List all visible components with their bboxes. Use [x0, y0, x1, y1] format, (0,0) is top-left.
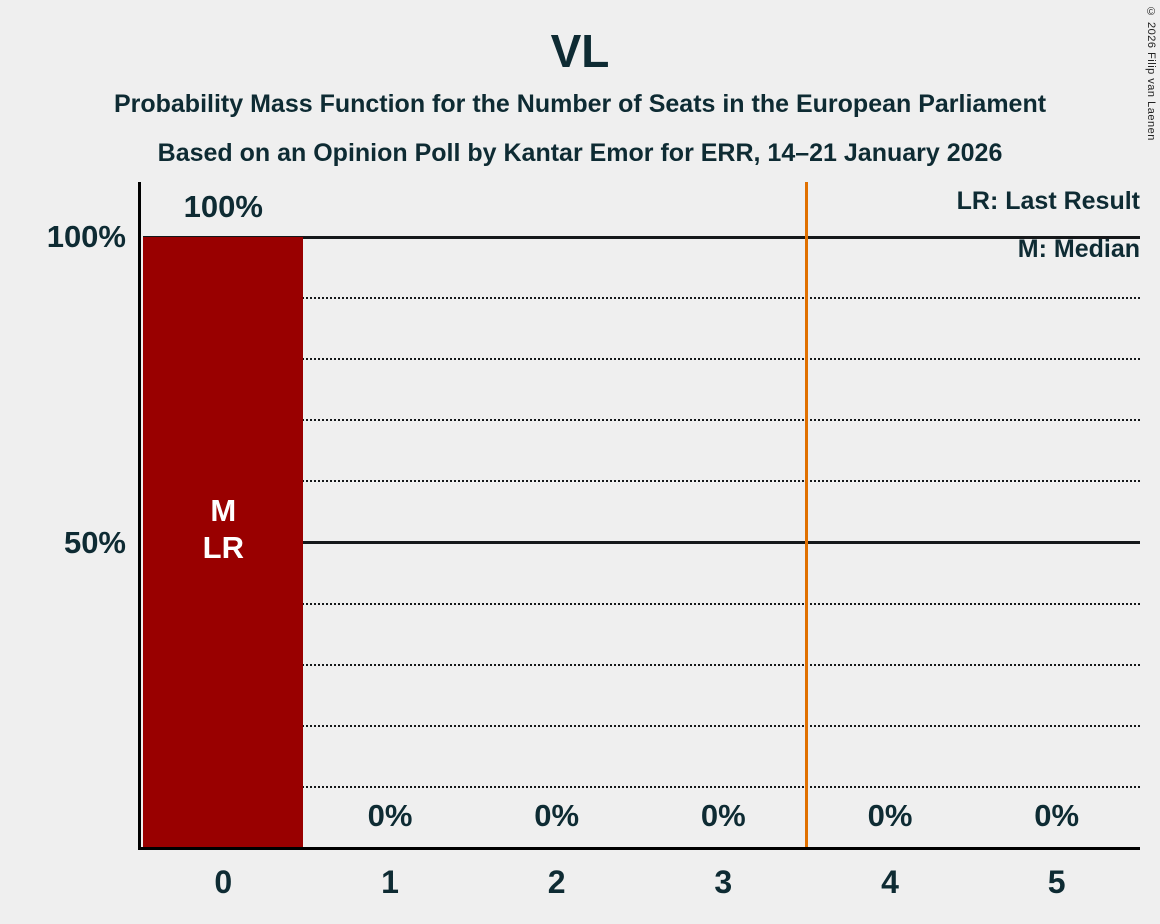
- gridline-60pct: [143, 480, 1140, 483]
- value-label-1: 0%: [367, 798, 413, 833]
- x-axis-line: [138, 847, 1140, 850]
- gridline-100pct: [143, 235, 1140, 239]
- gridline-90pct: [143, 297, 1140, 300]
- value-label-3: 0%: [700, 798, 746, 833]
- legend-median: M: Median: [1017, 235, 1140, 263]
- gridline-40pct: [143, 602, 1140, 605]
- y-axis-line: [138, 182, 141, 850]
- value-label-0: 100%: [183, 189, 263, 224]
- y-tick-label-50: 50%: [63, 524, 126, 560]
- marker-line: M: [210, 492, 237, 528]
- bar-marker-0: M LR: [140, 237, 307, 848]
- legend-last-result: LR: Last Result: [956, 187, 1140, 215]
- y-tick-label-100: 100%: [46, 219, 126, 254]
- x-tick-label-2: 2: [547, 864, 566, 900]
- x-tick-label-0: 0: [214, 864, 233, 900]
- chart-subtitle: Probability Mass Function for the Number…: [113, 90, 1047, 118]
- x-tick-label-3: 3: [714, 864, 733, 900]
- bar-seats-0: [143, 237, 304, 848]
- x-tick-label-4: 4: [881, 864, 899, 900]
- value-label-4: 0%: [867, 798, 913, 833]
- gridline-50pct: [143, 541, 1140, 544]
- gridline-30pct: [143, 663, 1140, 666]
- gridline-10pct: [143, 785, 1140, 788]
- threshold-line: [805, 182, 809, 848]
- value-label-2: 0%: [534, 798, 580, 833]
- chart-title: VL: [550, 25, 610, 77]
- chart-source-line: Based on an Opinion Poll by Kantar Emor …: [157, 139, 1003, 167]
- value-label-5: 0%: [1034, 798, 1080, 833]
- copyright-notice: © 2026 Filip van Laenen: [1145, 6, 1157, 141]
- marker-line: LR: [202, 529, 244, 565]
- gridline-70pct: [143, 419, 1140, 422]
- gridline-20pct: [143, 724, 1140, 727]
- x-tick-label-5: 5: [1047, 864, 1066, 900]
- gridline-80pct: [143, 358, 1140, 361]
- x-tick-label-1: 1: [381, 864, 399, 900]
